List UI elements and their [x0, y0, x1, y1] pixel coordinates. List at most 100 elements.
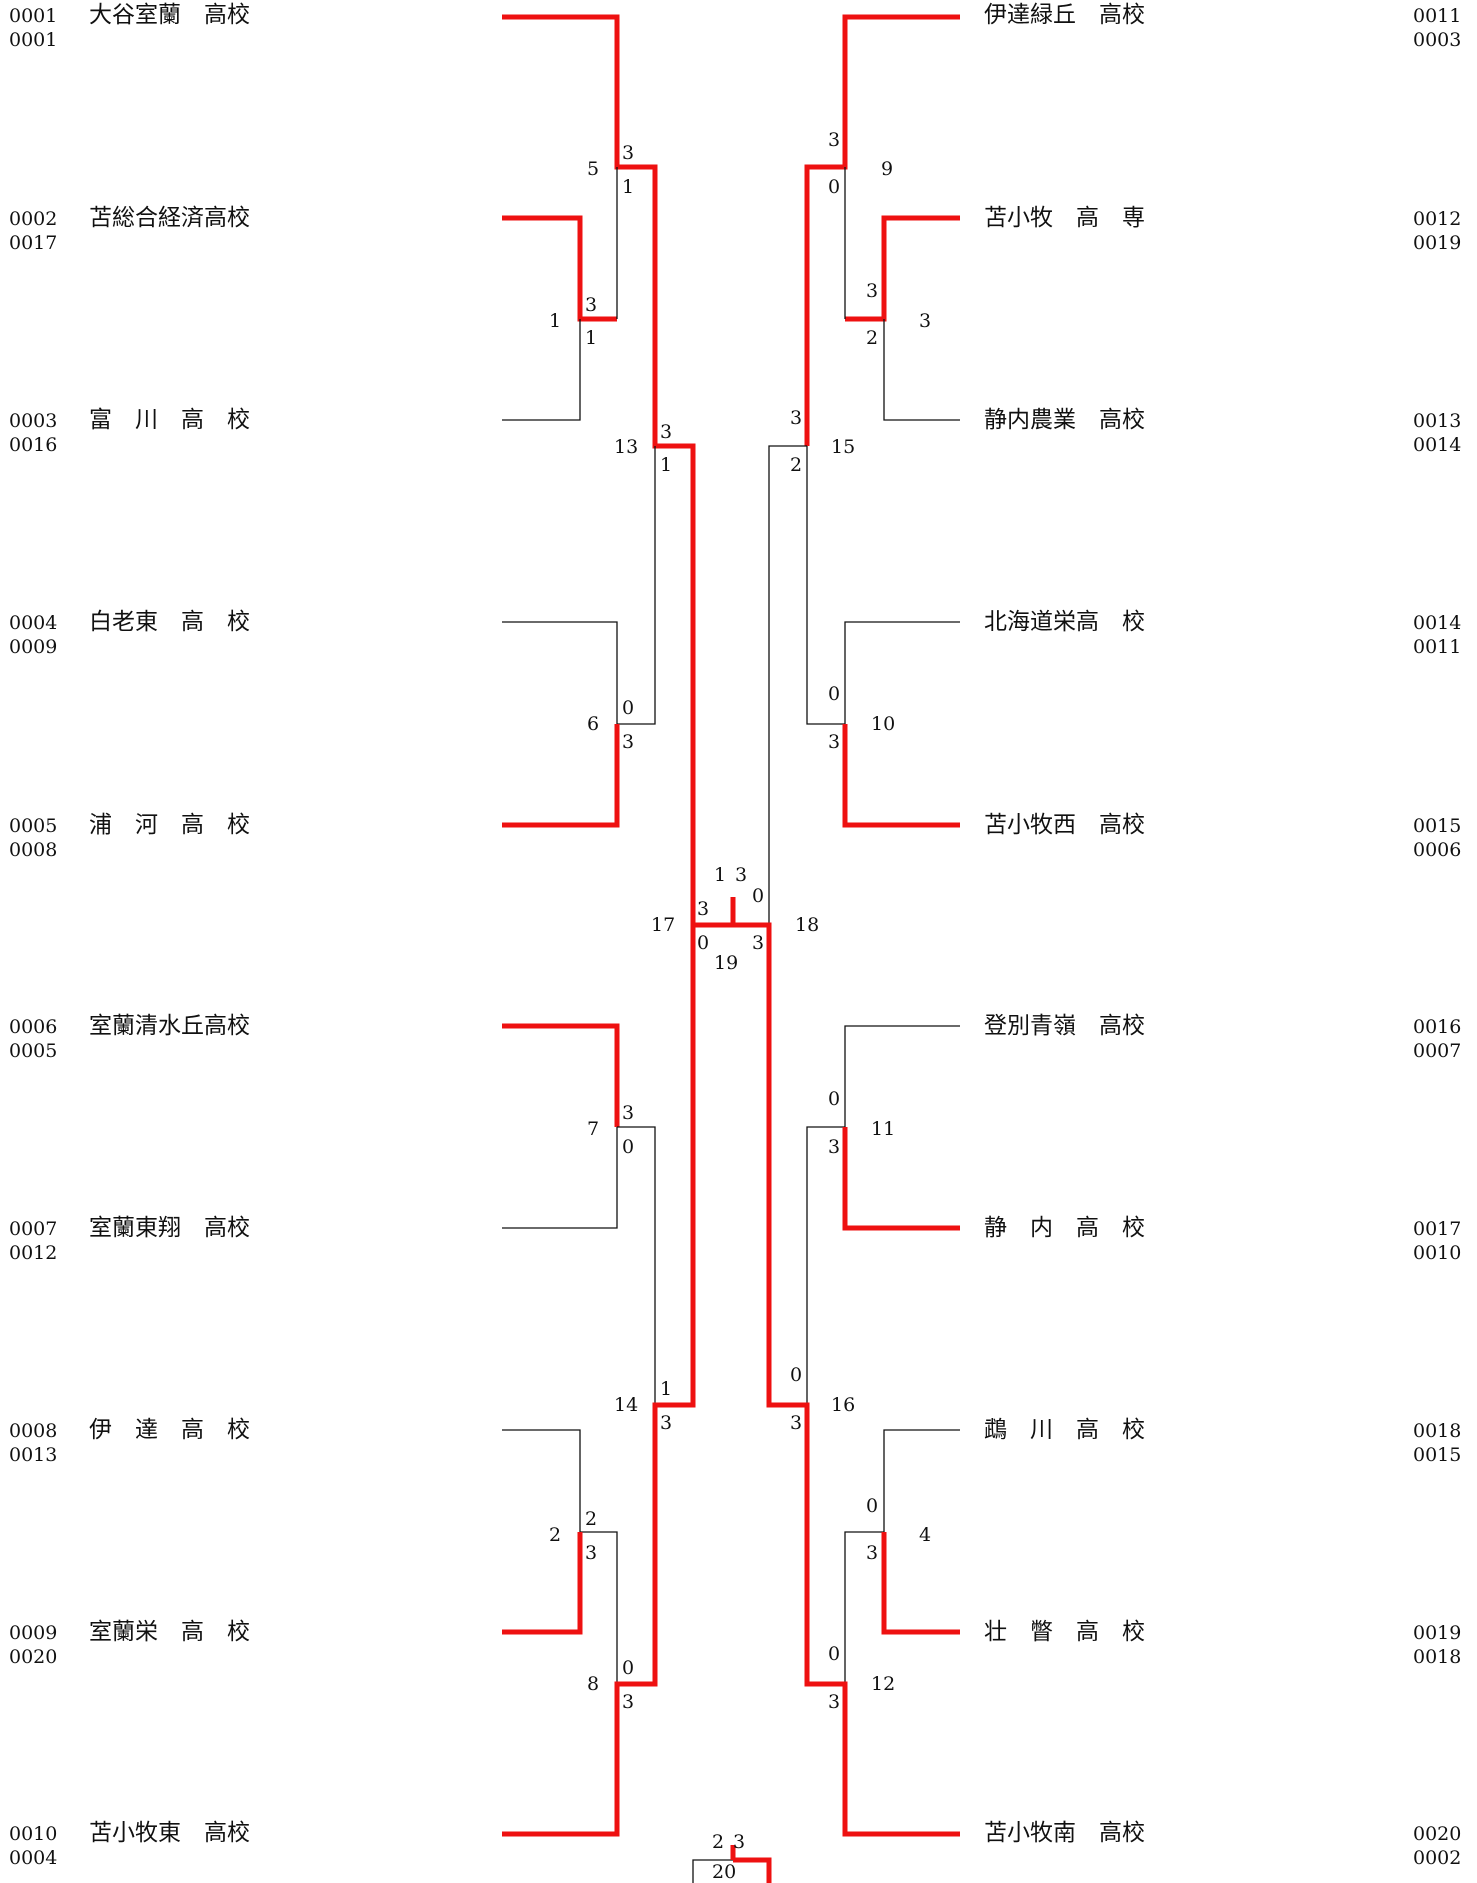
- match-score-top: 1: [660, 1378, 672, 1400]
- match-score-top: 0: [790, 1364, 802, 1386]
- right-bracket-line: [844, 1025, 960, 1127]
- right-team-name: 北海道栄高 校: [984, 609, 1145, 635]
- playoff-score-right: 3: [733, 1831, 745, 1853]
- match-number: 15: [831, 436, 855, 458]
- match-number: 13: [614, 436, 638, 458]
- right-winner-path-3: [842, 724, 960, 828]
- left-team-name: 室蘭東翔 高校: [89, 1215, 250, 1241]
- right-team-name: 壮 瞥 高 校: [984, 1619, 1145, 1645]
- left-bracket-line: [502, 446, 656, 725]
- match-number: 18: [795, 914, 819, 936]
- match-score-bottom: 3: [622, 731, 634, 753]
- right-winner-path-6: [733, 922, 960, 1837]
- match-score-bottom: 3: [622, 1691, 634, 1713]
- left-bracket-line: [502, 319, 581, 421]
- right-winner-path-5: [881, 1532, 960, 1635]
- match-score-bottom: 1: [585, 327, 597, 349]
- left-team-seed: 0020: [9, 1646, 58, 1668]
- left-team-number: 0005: [9, 815, 58, 837]
- match-score-top: 3: [697, 898, 709, 920]
- match-score-top: 2: [585, 1508, 597, 1530]
- left-bracket-line: [502, 1127, 618, 1229]
- match-score-top: 0: [828, 1643, 840, 1665]
- left-team-seed: 0001: [9, 29, 58, 51]
- match-number: 16: [831, 1394, 855, 1416]
- match-number: 2: [549, 1524, 561, 1546]
- match-score-top: 3: [622, 142, 634, 164]
- left-team-number: 0006: [9, 1016, 58, 1038]
- left-team-seed: 0017: [9, 232, 58, 254]
- right-team-name: 伊達緑丘 高校: [984, 2, 1145, 28]
- right-team-name: 鵡 川 高 校: [984, 1417, 1145, 1443]
- match-number: 11: [871, 1118, 895, 1140]
- match-number: 9: [881, 158, 893, 180]
- match-number: 4: [919, 1524, 931, 1546]
- final-match-number: 19: [714, 952, 738, 974]
- right-team-number: 0013: [1413, 410, 1462, 432]
- left-team-name: 大谷室蘭 高校: [89, 2, 250, 28]
- match-score-bottom: 1: [622, 176, 634, 198]
- left-winner-path-5: [502, 1532, 583, 1635]
- match-score-bottom: 3: [828, 1136, 840, 1158]
- left-winner-path-6: [502, 925, 696, 1837]
- match-number: 6: [587, 713, 599, 735]
- match-score-bottom: 3: [752, 932, 764, 954]
- right-team-number: 0018: [1413, 1420, 1462, 1442]
- right-team-number: 0014: [1413, 612, 1462, 634]
- right-team-seed: 0006: [1413, 839, 1462, 861]
- left-team-number: 0010: [9, 1823, 58, 1845]
- right-team-number: 0011: [1413, 5, 1462, 27]
- match-number: 7: [587, 1118, 599, 1140]
- left-team-seed: 0013: [9, 1444, 58, 1466]
- right-team-number: 0016: [1413, 1016, 1462, 1038]
- right-team-name: 登別青嶺 高校: [984, 1013, 1145, 1039]
- left-team-seed: 0012: [9, 1242, 58, 1264]
- left-team-number: 0001: [9, 5, 58, 27]
- match-score-top: 3: [828, 129, 840, 151]
- match-score-top: 0: [622, 697, 634, 719]
- match-score-top: 0: [752, 885, 764, 907]
- match-score-bottom: 3: [660, 1412, 672, 1434]
- left-team-number: 0008: [9, 1420, 58, 1442]
- match-number: 10: [871, 713, 895, 735]
- right-team-number: 0015: [1413, 815, 1462, 837]
- match-number: 5: [587, 158, 599, 180]
- playoff-score-left: 2: [712, 1831, 724, 1853]
- right-winner-path-2: [845, 215, 960, 322]
- match-score-top: 3: [866, 280, 878, 302]
- left-team-number: 0002: [9, 208, 58, 230]
- left-team-number: 0007: [9, 1218, 58, 1240]
- right-team-seed: 0011: [1413, 636, 1462, 658]
- right-team-name: 苫小牧西 高校: [984, 812, 1145, 838]
- match-score-bottom: 0: [697, 932, 709, 954]
- match-number: 14: [614, 1394, 638, 1416]
- match-number: 8: [587, 1673, 599, 1695]
- left-bracket-line: [617, 1126, 656, 1405]
- playoff-winner-path: [733, 1857, 772, 1883]
- match-score-bottom: 3: [585, 1542, 597, 1564]
- final-score-right: 3: [735, 864, 747, 886]
- left-team-name: 室蘭栄 高 校: [89, 1619, 250, 1645]
- right-team-number: 0012: [1413, 208, 1462, 230]
- left-team-number: 0003: [9, 410, 58, 432]
- right-team-seed: 0018: [1413, 1646, 1462, 1668]
- left-team-seed: 0004: [9, 1847, 58, 1869]
- match-score-bottom: 2: [866, 327, 878, 349]
- match-score-bottom: 1: [660, 454, 672, 476]
- right-team-seed: 0002: [1413, 1847, 1462, 1869]
- right-team-seed: 0010: [1413, 1242, 1462, 1264]
- match-score-top: 0: [828, 1088, 840, 1110]
- left-team-name: 富 川 高 校: [89, 407, 250, 433]
- left-team-name: 伊 達 高 校: [89, 1417, 250, 1443]
- match-number: 1: [549, 310, 561, 332]
- match-score-top: 3: [660, 421, 672, 443]
- right-bracket-line: [883, 1429, 960, 1532]
- left-team-number: 0009: [9, 1622, 58, 1644]
- left-team-seed: 0005: [9, 1040, 58, 1062]
- right-team-seed: 0014: [1413, 434, 1462, 456]
- match-score-top: 3: [622, 1102, 634, 1124]
- left-team-seed: 0009: [9, 636, 58, 658]
- left-team-name: 白老東 高 校: [89, 609, 250, 635]
- right-team-name: 静 内 高 校: [984, 1215, 1145, 1241]
- right-team-seed: 0007: [1413, 1040, 1462, 1062]
